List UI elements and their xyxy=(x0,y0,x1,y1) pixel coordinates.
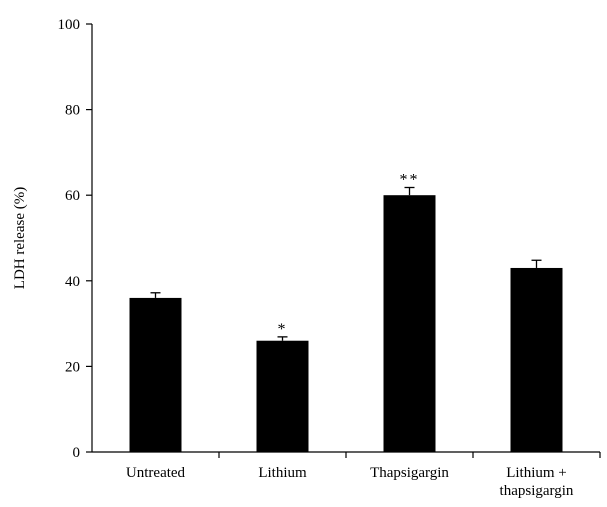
x-axis: Untreated Lithium Thapsigargin Lithium + tha… xyxy=(92,451,601,499)
bar xyxy=(510,267,563,452)
x-tick-label: Lithium xyxy=(258,465,307,481)
y-axis: 0 20 40 60 80 100 xyxy=(58,17,93,461)
significance-marker: ** xyxy=(400,171,420,188)
y-tick-label: 0 xyxy=(73,445,81,461)
significance-marker: * xyxy=(278,321,288,338)
y-axis-label: LDH release (%) xyxy=(12,187,28,289)
x-tick-label: thapsigargin xyxy=(500,483,574,499)
y-tick-label: 20 xyxy=(65,359,80,375)
x-tick-label: Thapsigargin xyxy=(370,465,449,481)
x-tick-label: Lithium + xyxy=(506,465,567,481)
y-tick-label: 100 xyxy=(58,17,81,33)
x-tick-label: Untreated xyxy=(126,465,186,481)
bar xyxy=(129,297,182,452)
bar xyxy=(256,340,309,452)
bar xyxy=(383,195,436,452)
bars: *** xyxy=(129,171,563,452)
y-tick-label: 80 xyxy=(65,103,80,119)
y-tick-label: 40 xyxy=(65,274,80,290)
y-tick-label: 60 xyxy=(65,188,80,204)
